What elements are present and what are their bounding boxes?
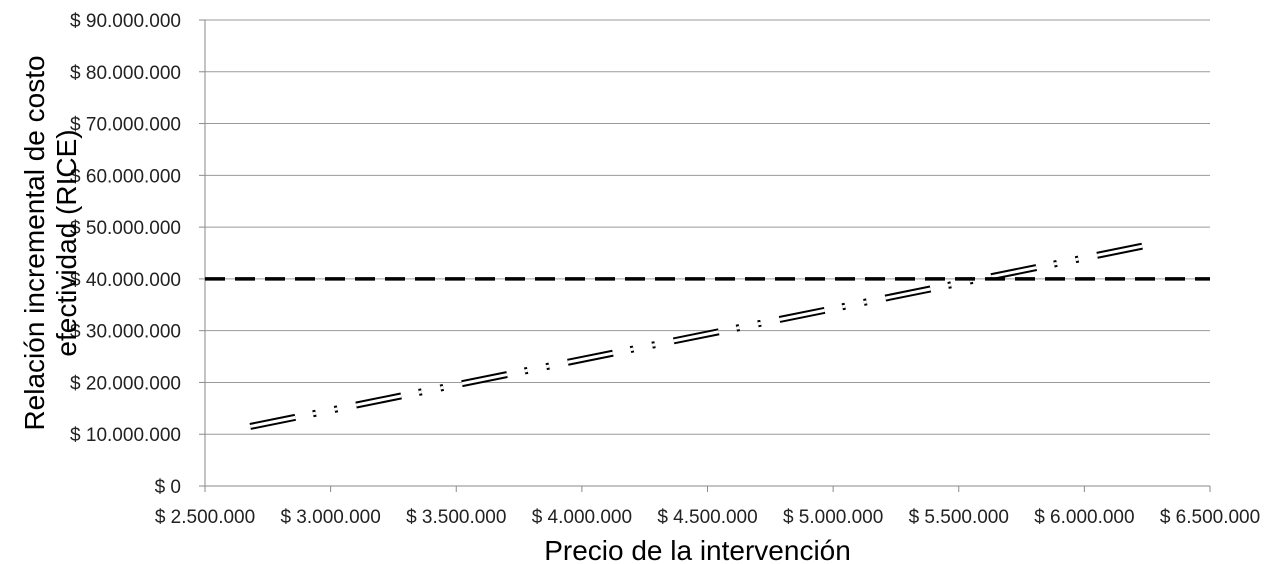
x-tick-label: $ 4.000.000 <box>532 507 632 528</box>
y-tick-label: $ 80.000.000 <box>70 63 181 84</box>
axes <box>199 19 1211 492</box>
x-axis-title: Precio de la intervención <box>544 535 851 564</box>
y-tick-label: $ 70.000.000 <box>70 115 181 136</box>
y-tick-label: $ 10.000.000 <box>70 425 181 446</box>
y-tick-label: $ 20.000.000 <box>70 373 181 394</box>
x-tick-label: $ 3.000.000 <box>280 507 380 528</box>
x-tick-label: $ 3.500.000 <box>406 507 506 528</box>
x-tick-labels: $ 2.500.000 $ 3.000.000 $ 3.500.000 $ 4.000… <box>155 507 1260 528</box>
y-tick-label: $ 60.000.000 <box>70 166 181 187</box>
y-tick-label: $ 50.000.000 <box>70 218 181 239</box>
y-tick-label: $ 30.000.000 <box>70 322 181 343</box>
series-group <box>205 239 1210 430</box>
x-tick-label: $ 2.500.000 <box>155 507 255 528</box>
x-tick-label: $ 5.500.000 <box>909 507 1009 528</box>
y-tick-labels: $ 0 $ 10.000.000 $ 20.000.000 $ 30.000.000 $… <box>70 11 181 498</box>
y-tick-label: $ 90.000.000 <box>70 11 181 32</box>
series-line-inner <box>249 241 1161 428</box>
gridlines <box>205 19 1210 435</box>
x-tick-label: $ 6.000.000 <box>1034 507 1134 528</box>
y-tick-label: $ 40.000.000 <box>70 270 181 291</box>
x-tick-label: $ 5.000.000 <box>783 507 883 528</box>
y-axis-title: Relación incremental de costoefectividad… <box>19 55 82 430</box>
y-tick-label: $ 0 <box>155 477 181 498</box>
x-tick-label: $ 6.500.000 <box>1160 507 1260 528</box>
x-tick-label: $ 4.500.000 <box>657 507 757 528</box>
